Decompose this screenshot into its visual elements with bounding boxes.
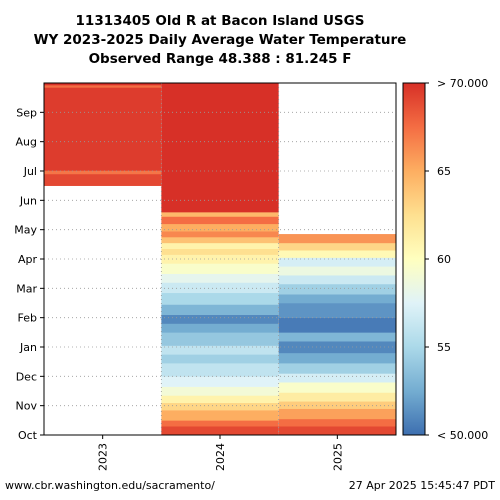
heatmap-cell-2024-19 xyxy=(161,248,279,255)
heatmap-cell-2025-16 xyxy=(278,266,396,276)
x-axis: 2023 2024 2025 xyxy=(97,435,344,471)
heatmap-cell-2024-11 xyxy=(161,323,279,333)
heatmap-cell-2024-21 xyxy=(161,237,279,244)
heatmap-cell-2024-16 xyxy=(161,273,279,283)
y-tick-label: Aug xyxy=(16,136,37,149)
heatmap-cell-2025-8 xyxy=(278,352,396,364)
colorbar-ticks: < 50.000 55 60 65 > 70.000 xyxy=(425,77,488,442)
y-tick-label: Mar xyxy=(16,282,37,295)
x-tick-label: 2023 xyxy=(97,443,110,471)
heatmap-cell-2025-7 xyxy=(278,363,396,374)
y-tick-label: May xyxy=(14,224,37,237)
heatmap-cell-2024-2 xyxy=(161,410,279,421)
heatmap-cell-2025-12 xyxy=(278,303,396,318)
heatmap-cell-2025-20 xyxy=(278,234,396,244)
chart-title: 11313405 Old R at Bacon Island USGS WY 2… xyxy=(34,13,407,67)
y-tick-label: Apr xyxy=(18,253,38,266)
heatmap-cell-2024-22 xyxy=(161,231,279,238)
heatmap-cell-2024-14 xyxy=(161,292,279,305)
x-tick-label: 2025 xyxy=(331,443,344,471)
heatmap-cell-2025-4 xyxy=(278,392,396,402)
heatmap-cell-2025-13 xyxy=(278,294,396,304)
heatmap-cell-2025-10 xyxy=(278,332,396,342)
heatmap-cell-2024-4 xyxy=(161,395,279,404)
y-tick-label: Sep xyxy=(16,106,37,119)
chart-title-line-3: Observed Range 48.388 : 81.245 F xyxy=(89,51,352,67)
y-tick-label: Nov xyxy=(16,400,38,413)
heatmap-cell-2024-7 xyxy=(161,363,279,377)
heatmap-cell-2024-26 xyxy=(161,83,279,213)
heatmap-cell-2025-3 xyxy=(278,401,396,409)
heatmap-cell-2024-23 xyxy=(161,223,279,232)
y-tick-label: Dec xyxy=(16,370,37,383)
heatmap-cell-2025-17 xyxy=(278,257,396,267)
footer: www.cbr.washington.edu/sacramento/ 27 Ap… xyxy=(5,479,495,492)
colorbar-tick-label: 65 xyxy=(437,165,451,178)
y-tick-label: Jan xyxy=(19,341,37,354)
chart-title-line-2: WY 2023-2025 Daily Average Water Tempera… xyxy=(34,32,407,48)
chart-title-line-1: 11313405 Old R at Bacon Island USGS xyxy=(76,13,365,29)
heatmap-cell-2023-0 xyxy=(44,173,162,186)
heatmap-cell-2024-25 xyxy=(161,212,279,217)
y-tick-label: Jul xyxy=(23,165,37,178)
heatmap-cell-2024-10 xyxy=(161,332,279,346)
heatmap-cell-2024-3 xyxy=(161,402,279,411)
heatmap-cell-2023-3 xyxy=(44,85,162,88)
heatmap-cell-2024-12 xyxy=(161,314,279,324)
heatmap-cell-2025-2 xyxy=(278,408,396,420)
heatmap-cell-2024-5 xyxy=(161,386,279,396)
colorbar-tick-label: < 50.000 xyxy=(437,429,488,442)
heatmap-cell-2025-0 xyxy=(278,426,396,436)
heatmap-cell-2023-4 xyxy=(44,83,162,86)
heatmap-cells xyxy=(44,83,396,436)
colorbar-gradient xyxy=(402,82,426,436)
colorbar-tick-label: > 70.000 xyxy=(437,77,488,90)
y-axis: Oct Nov Dec Jan Feb Mar Apr May Jun Jul Aug Sep xyxy=(14,106,44,442)
heatmap-cell-2024-13 xyxy=(161,304,279,316)
x-tick-label: 2024 xyxy=(214,443,227,471)
heatmap-cell-2024-0 xyxy=(161,426,279,436)
heatmap-cell-2024-9 xyxy=(161,345,279,355)
heatmap-cell-2025-1 xyxy=(278,418,396,427)
heatmap-cell-2024-15 xyxy=(161,282,279,294)
y-tick-label: Jun xyxy=(19,194,37,207)
y-tick-label: Oct xyxy=(18,429,38,442)
heatmap-cell-2025-9 xyxy=(278,341,396,354)
heatmap-cell-2024-20 xyxy=(161,242,279,250)
heatmap-cell-2024-24 xyxy=(161,216,279,225)
footer-url: www.cbr.washington.edu/sacramento/ xyxy=(5,479,215,492)
heatmap-cell-2025-14 xyxy=(278,283,396,295)
heatmap-cell-2024-8 xyxy=(161,354,279,364)
heatmap-cell-2023-1 xyxy=(44,170,162,175)
heatmap-cell-2024-1 xyxy=(161,420,279,427)
colorbar: < 50.000 55 60 65 > 70.000 xyxy=(402,77,488,442)
heatmap-cell-2023-2 xyxy=(44,87,162,171)
heatmap-cell-2025-15 xyxy=(278,275,396,285)
heatmap-cell-2025-11 xyxy=(278,317,396,333)
colorbar-tick-label: 60 xyxy=(437,253,451,266)
y-tick-label: Feb xyxy=(18,312,37,325)
heatmap-cell-2024-6 xyxy=(161,376,279,387)
footer-timestamp: 27 Apr 2025 15:45:47 PDT xyxy=(349,479,496,492)
colorbar-tick-label: 55 xyxy=(437,341,451,354)
heatmap-cell-2025-19 xyxy=(278,242,396,251)
heatmap-cell-2024-17 xyxy=(161,263,279,274)
heatmap-cell-2025-18 xyxy=(278,250,396,258)
heatmap-cell-2025-5 xyxy=(278,382,396,393)
heatmap-cell-2025-6 xyxy=(278,373,396,383)
